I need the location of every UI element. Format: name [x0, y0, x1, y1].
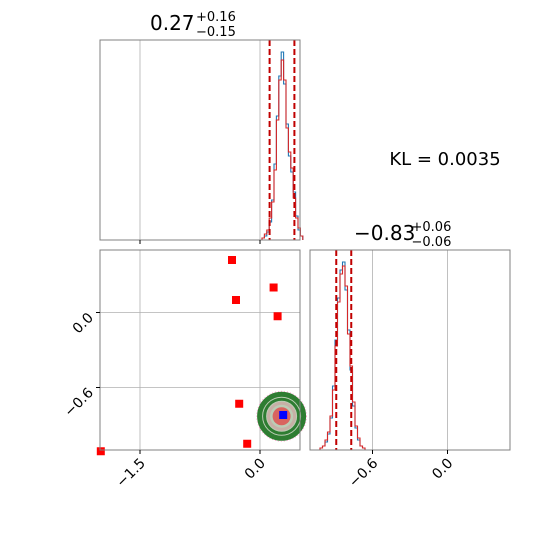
scatter-point [273, 312, 282, 321]
title-upper-error: +0.16 [196, 10, 236, 25]
panel-3-frame [309, 249, 511, 451]
scatter-point [243, 439, 252, 448]
marginal-2-histogram-b [319, 265, 366, 450]
scatter-point [235, 399, 244, 408]
contour-outer [263, 397, 301, 435]
contour-mid [267, 401, 297, 431]
title-upper-error: +0.06 [412, 220, 452, 235]
x-tick-label: 0.0 [429, 456, 456, 483]
panel-1-frame [99, 39, 301, 241]
title-lower-error: −0.15 [196, 25, 236, 40]
panel-2-frame [99, 249, 301, 451]
title-value: −0.83 [354, 221, 415, 245]
contour-dots [256, 390, 308, 442]
marginal-1-histogram-a [261, 51, 304, 240]
title-value: 0.27 [150, 11, 195, 35]
y-tick-label: −0.6 [61, 385, 96, 420]
marginal-2-histogram-a [319, 261, 366, 450]
y-tick-label: 0.0 [70, 310, 97, 337]
contour-outer [257, 391, 307, 441]
marginal-1-histogram-b [261, 59, 304, 240]
kl-annotation: KL = 0.0035 [389, 149, 500, 170]
x-tick-label: −1.5 [113, 456, 148, 491]
scatter-point [279, 411, 288, 419]
scatter-point [232, 296, 240, 304]
param-2-title: −0.83+0.06−0.06 [354, 220, 451, 250]
param-1-title: 0.27 +0.16−0.15 [150, 10, 236, 40]
title-lower-error: −0.06 [412, 235, 452, 250]
scatter-point [96, 447, 105, 456]
scatter-point [228, 256, 236, 264]
posterior-2d-contours [256, 390, 308, 442]
x-tick-label: −0.6 [346, 455, 381, 490]
x-tick-label: 0.0 [242, 456, 269, 483]
scatter-point [269, 283, 278, 292]
